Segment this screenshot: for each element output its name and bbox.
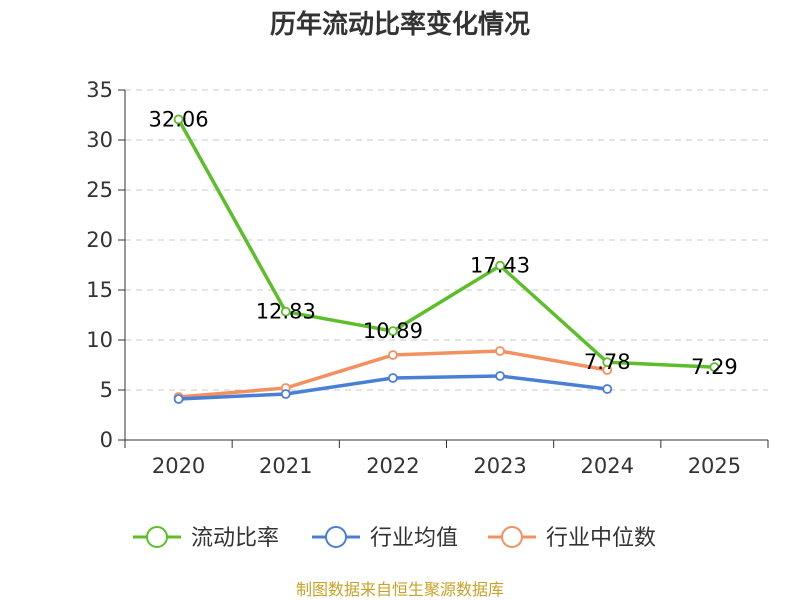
x-tick-label: 2022 — [366, 454, 419, 478]
legend-label: 行业中位数 — [546, 526, 656, 551]
data-label: 10.89 — [363, 319, 423, 343]
grid-lines — [125, 89, 768, 391]
y-tick-label: 5 — [100, 378, 113, 402]
y-tick-label: 20 — [86, 228, 113, 252]
data-point — [495, 371, 505, 381]
data-point — [388, 350, 398, 360]
legend-marker — [146, 526, 168, 548]
x-tick-label: 2025 — [688, 454, 741, 478]
data-point — [495, 346, 505, 356]
y-tick-label: 35 — [86, 78, 113, 102]
legend-item: 行业均值 — [312, 526, 458, 551]
legend-item: 行业中位数 — [488, 526, 656, 551]
data-label: 12.83 — [256, 300, 316, 324]
legend: 流动比率 行业均值 行业中位数 — [133, 526, 656, 551]
y-tick-label: 15 — [86, 278, 113, 302]
data-label: 7.29 — [691, 355, 738, 379]
data-label: 7.78 — [584, 350, 631, 374]
data-point — [173, 114, 184, 125]
legend-item: 流动比率 — [133, 526, 279, 551]
data-point — [173, 394, 184, 404]
data-point — [709, 362, 720, 373]
series-group — [173, 114, 720, 404]
y-tick-label: 25 — [86, 178, 113, 202]
data-point — [388, 373, 398, 383]
x-tick-label: 2024 — [581, 454, 634, 478]
x-tick-label: 2021 — [259, 454, 312, 478]
y-tick-label: 10 — [86, 328, 113, 352]
source-note: 制图数据来自恒生聚源数据库 — [296, 580, 504, 599]
series-0 — [173, 114, 720, 373]
data-point — [495, 260, 505, 271]
data-label: 32.06 — [149, 107, 209, 131]
data-point — [602, 384, 613, 394]
data-point — [602, 357, 613, 368]
x-tick-label: 2020 — [152, 454, 205, 478]
data-point — [280, 306, 291, 317]
data-label: 17.43 — [470, 254, 530, 278]
data-point — [280, 389, 291, 399]
x-tick-label: 2023 — [473, 454, 526, 478]
y-tick-label: 0 — [100, 428, 113, 452]
data-point — [388, 326, 398, 337]
legend-label: 流动比率 — [191, 526, 279, 551]
series-line — [177, 118, 715, 369]
data-labels: 32.06 12.83 10.89 17.43 7.78 7.29 — [149, 107, 738, 379]
legend-marker — [501, 526, 523, 548]
legend-marker — [325, 526, 347, 548]
y-tick-label: 30 — [86, 128, 113, 152]
series-1 — [173, 371, 613, 404]
legend-label: 行业均值 — [370, 526, 458, 551]
chart-title: 历年流动比率变化情况 — [270, 9, 530, 40]
